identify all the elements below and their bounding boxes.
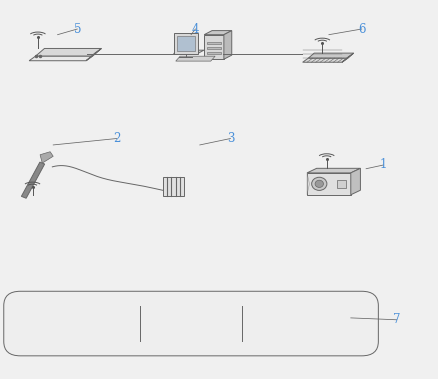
Polygon shape: [350, 168, 360, 195]
Polygon shape: [175, 56, 215, 61]
Bar: [206, 42, 221, 44]
Polygon shape: [308, 53, 353, 58]
Circle shape: [311, 177, 326, 190]
Polygon shape: [204, 31, 231, 35]
Polygon shape: [29, 56, 92, 61]
Polygon shape: [173, 33, 197, 53]
Polygon shape: [173, 50, 204, 53]
Polygon shape: [341, 53, 353, 62]
Bar: [162, 177, 184, 196]
Polygon shape: [21, 162, 45, 198]
Polygon shape: [35, 49, 101, 56]
Polygon shape: [306, 173, 350, 195]
Text: 1: 1: [379, 158, 386, 171]
Text: 6: 6: [357, 22, 365, 36]
Text: 4: 4: [191, 22, 199, 36]
Polygon shape: [204, 35, 223, 59]
Polygon shape: [223, 31, 231, 59]
Bar: [176, 36, 194, 50]
Polygon shape: [306, 168, 360, 173]
Text: 2: 2: [113, 132, 120, 145]
Bar: [206, 47, 221, 49]
Text: 5: 5: [73, 22, 81, 36]
Bar: [206, 52, 221, 54]
Bar: [336, 180, 346, 188]
FancyBboxPatch shape: [4, 291, 378, 356]
Polygon shape: [306, 173, 309, 195]
Polygon shape: [86, 49, 101, 61]
Polygon shape: [302, 58, 347, 62]
Polygon shape: [40, 152, 53, 163]
Text: 7: 7: [392, 313, 399, 326]
Circle shape: [314, 180, 323, 188]
Text: 3: 3: [226, 132, 233, 145]
